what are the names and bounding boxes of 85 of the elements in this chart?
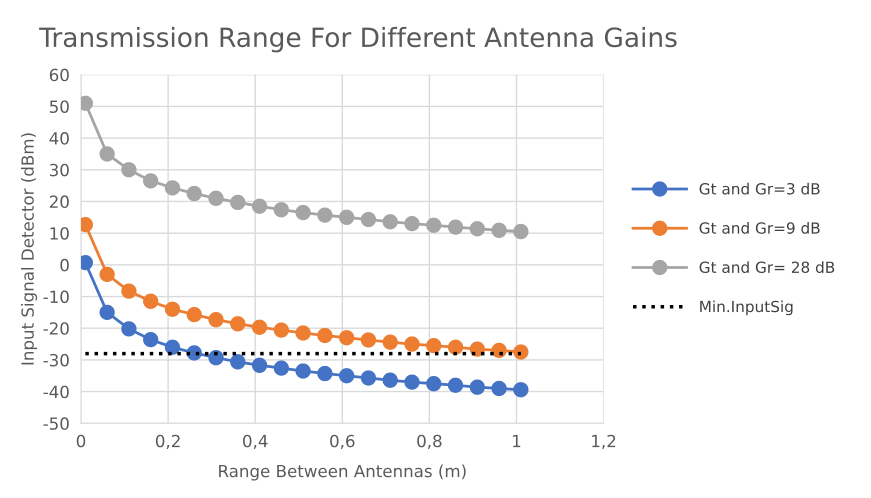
x-tick-label: 0,2: [156, 434, 180, 450]
point: [491, 342, 507, 358]
point: [295, 325, 311, 341]
point: [208, 312, 224, 328]
point: [426, 338, 442, 354]
legend-label: Gt and Gr=3 dB: [700, 182, 820, 195]
y-tick-label: 50: [50, 100, 69, 113]
legend-label: Gt and Gr= 28 dB: [700, 261, 834, 274]
y-tick-label: -50: [43, 417, 69, 430]
y-axis-title: Input Signal Detector (dBm): [20, 133, 38, 364]
point: [317, 366, 333, 382]
point: [274, 322, 289, 338]
chart-title: Transmission Range For Different Antenna Gains: [39, 26, 677, 52]
point: [295, 204, 311, 220]
point: [143, 173, 158, 189]
point: [252, 198, 268, 214]
point: [164, 180, 180, 196]
point: [426, 218, 442, 233]
point: [339, 368, 354, 384]
point: [230, 354, 246, 370]
point: [491, 380, 507, 396]
point: [491, 222, 507, 238]
point: [513, 224, 528, 240]
point: [99, 266, 115, 282]
x-tick-label: 0,6: [330, 434, 355, 450]
point: [295, 363, 311, 379]
point: [143, 294, 158, 309]
y-tick-label: 20: [50, 195, 69, 208]
x-tick-label: 0,8: [417, 434, 442, 450]
point: [404, 336, 420, 352]
point: [121, 284, 137, 299]
point: [382, 334, 398, 350]
y-tick-label: 0: [60, 258, 69, 272]
point: [186, 306, 202, 322]
x-axis-title: Range Between Antennas (m): [219, 464, 466, 481]
y-tick-label: 30: [50, 164, 69, 176]
point: [121, 162, 137, 178]
point: [186, 186, 202, 202]
point: [339, 210, 354, 225]
y-tick-label: 60: [50, 68, 69, 82]
point: [448, 378, 464, 393]
y-tick-label: -30: [43, 354, 69, 366]
y-tick-label: -40: [43, 386, 69, 398]
point: [99, 304, 115, 320]
y-tick-label: -20: [43, 322, 69, 335]
y-tick-label: -10: [43, 290, 69, 304]
point: [208, 190, 224, 206]
point: [143, 332, 158, 348]
point: [317, 328, 333, 344]
x-tick-label: 1: [513, 434, 520, 448]
point: [470, 221, 485, 236]
point: [164, 302, 180, 317]
point: [230, 194, 246, 210]
point: [404, 216, 420, 232]
point: [426, 376, 442, 392]
point: [382, 372, 398, 388]
point: [382, 214, 398, 230]
y-tick-label: 10: [50, 227, 69, 240]
point: [274, 202, 289, 218]
x-tick-label: 0: [76, 434, 86, 448]
legend-label: Gt and Gr=9 dB: [700, 222, 820, 234]
point: [317, 207, 333, 223]
point: [252, 358, 268, 373]
x-tick-label: 0,4: [243, 434, 268, 450]
point: [99, 146, 115, 162]
point: [274, 360, 289, 376]
point: [404, 374, 420, 390]
point: [448, 219, 464, 235]
point: [470, 380, 485, 395]
point: [164, 340, 180, 355]
point: [470, 342, 485, 357]
point: [513, 382, 528, 398]
point: [360, 370, 376, 386]
point: [360, 212, 376, 228]
point: [230, 316, 246, 332]
point: [513, 344, 528, 360]
point: [339, 330, 354, 346]
point: [121, 321, 137, 336]
point: [360, 332, 376, 348]
point: [208, 350, 224, 366]
x-tick-label: 1,2: [592, 434, 616, 450]
point: [448, 340, 464, 355]
legend-label: Min.InputSig: [700, 300, 793, 316]
y-tick-label: 40: [50, 132, 69, 145]
point: [252, 320, 268, 335]
